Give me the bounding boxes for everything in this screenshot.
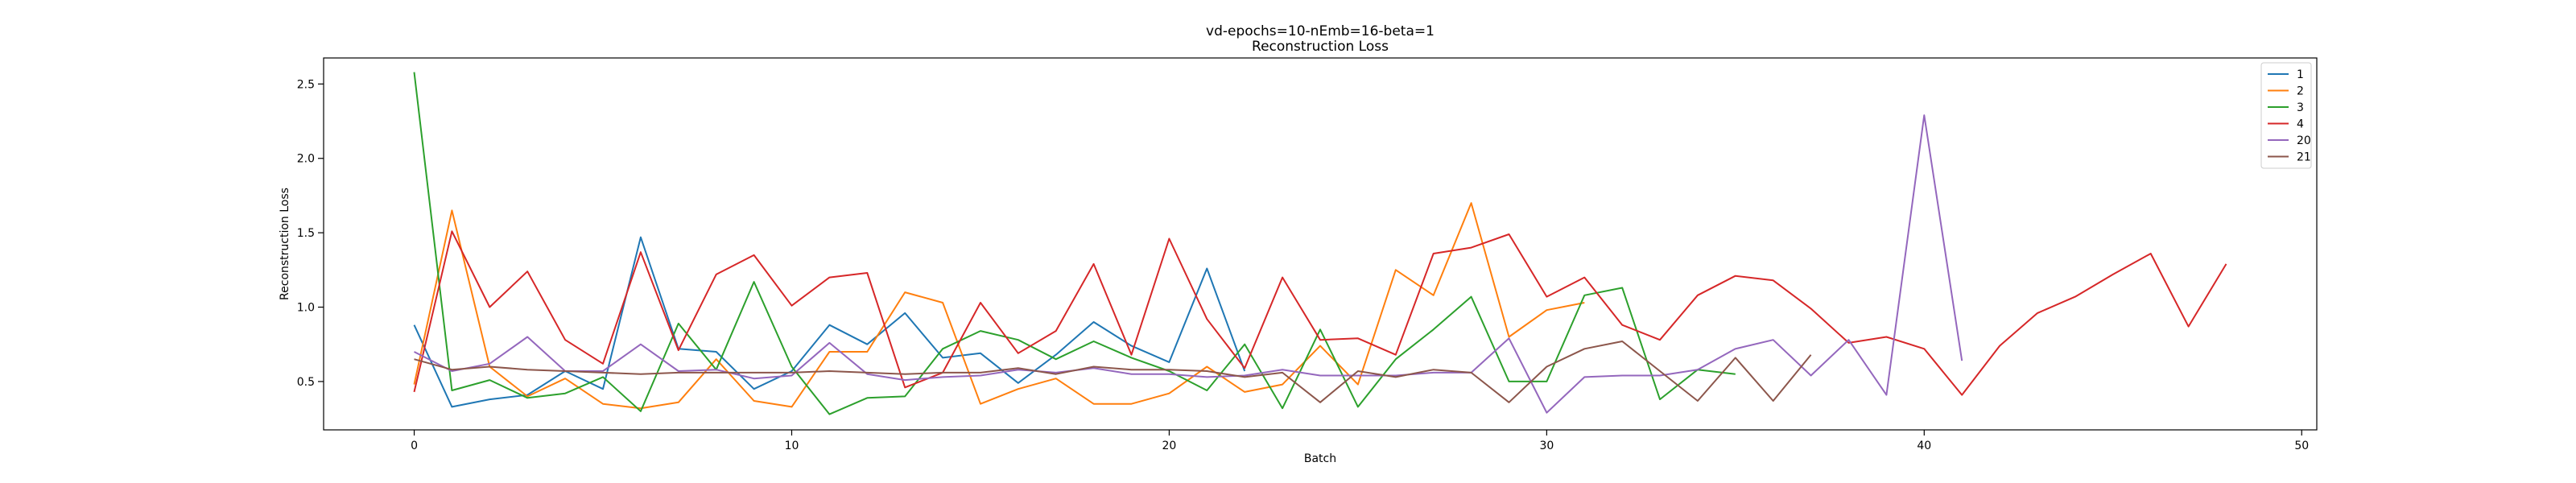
series-layer	[413, 72, 2227, 415]
legend-label-20: 20	[2297, 134, 2311, 147]
legend-items: 1 2 3 4 20 21	[2268, 68, 2311, 164]
series-line-4	[413, 230, 2227, 396]
series-line-1	[413, 236, 1246, 408]
legend-box	[2260, 62, 2312, 169]
legend-label-4: 4	[2297, 118, 2304, 131]
y-tick-label: 2.0	[297, 153, 315, 166]
x-axis-label: Batch	[1304, 452, 1336, 465]
legend-label-21: 21	[2297, 151, 2311, 164]
series-line-20	[414, 114, 1963, 414]
y-tick-label: 2.5	[297, 78, 315, 91]
chart-title: vd-epochs=10-nEmb=16-beta=1	[1206, 23, 1435, 39]
y-tick-label: 0.5	[297, 376, 315, 389]
y-tick-label: 1.5	[297, 227, 315, 240]
y-axis-label: Reconstruction Loss	[279, 188, 291, 300]
x-tick-label: 0	[411, 440, 418, 452]
x-tick-label: 10	[785, 440, 799, 452]
x-tick-label: 30	[1539, 440, 1554, 452]
x-tick-label: 50	[2294, 440, 2309, 452]
x-tick-label: 20	[1162, 440, 1177, 452]
legend-label-1: 1	[2297, 68, 2304, 81]
x-tick-label: 40	[1917, 440, 1931, 452]
y-axis-ticks: 0.5 1.0 1.5 2.0 2.5	[297, 78, 324, 389]
chart-subtitle: Reconstruction Loss	[1252, 39, 1389, 55]
series-line-2	[413, 202, 1585, 410]
y-tick-label: 1.0	[297, 302, 315, 315]
legend-label-2: 2	[2297, 85, 2304, 98]
series-line-21	[414, 341, 1812, 403]
plot-area: 0 10 20 30 40 50 0.5 1.0 1.5 2.0 2.5	[297, 57, 2318, 452]
x-axis-ticks: 0 10 20 30 40 50	[411, 430, 2309, 452]
plot-frame	[323, 57, 2318, 431]
legend: 1 2 3 4 20 21	[2260, 62, 2312, 169]
legend-label-3: 3	[2297, 101, 2304, 114]
series-line-3	[413, 72, 1736, 415]
